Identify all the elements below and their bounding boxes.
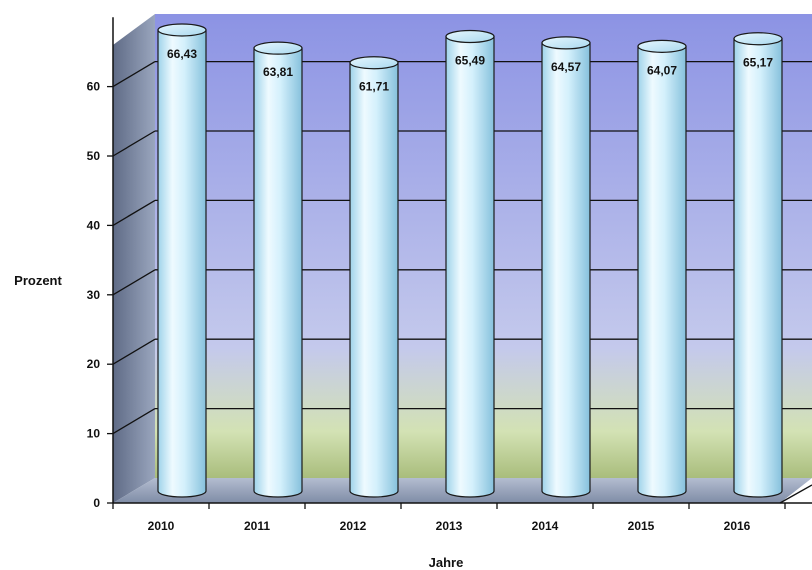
y-tick-label: 50 — [87, 149, 101, 163]
bar-cap-2016 — [733, 32, 783, 46]
y-tick-label: 20 — [87, 357, 101, 371]
gridline-side — [112, 408, 156, 435]
bar-2015 — [637, 45, 687, 498]
axes: 0 10 20 30 40 50 60 2010 2011 2012 2013 2014 2015 201… — [87, 17, 812, 533]
chart-side-wall — [113, 14, 155, 503]
bar-2010 — [157, 29, 207, 498]
bar-2011 — [253, 47, 303, 498]
y-tick-label: 10 — [87, 427, 101, 441]
bar-2016 — [733, 38, 783, 498]
y-tick-label: 60 — [87, 80, 101, 94]
floor-edge — [779, 484, 812, 504]
x-tick-label-2010: 2010 — [148, 519, 175, 533]
x-tick-label-2016: 2016 — [724, 519, 751, 533]
bar-cap-2012 — [349, 56, 399, 70]
data-label-2012: 61,71 — [359, 80, 389, 94]
bars — [157, 23, 783, 498]
data-label-2015: 64,07 — [647, 63, 677, 77]
gridline-side — [112, 199, 156, 226]
bar-2014 — [541, 42, 591, 498]
x-axis-label: Jahre — [429, 555, 464, 570]
y-tick-label: 0 — [93, 496, 100, 510]
bar-2013 — [445, 35, 495, 498]
bar-2012 — [349, 62, 399, 498]
data-label-2011: 63,81 — [263, 65, 293, 79]
x-tick-label-2014: 2014 — [532, 519, 559, 533]
gridline-side — [112, 269, 156, 296]
bar-cap-2014 — [541, 36, 591, 50]
gridline-side — [112, 130, 156, 157]
data-labels: 66,43 63,81 61,71 65,49 64,57 64,07 65,17 — [167, 47, 773, 94]
bar-cap-2011 — [253, 41, 303, 55]
y-tick-label: 30 — [87, 288, 101, 302]
x-tick-label-2013: 2013 — [436, 519, 463, 533]
gridline-side — [112, 338, 156, 365]
data-label-2014: 64,57 — [551, 60, 581, 74]
bar-cap-2015 — [637, 39, 687, 53]
x-tick-label-2012: 2012 — [340, 519, 367, 533]
data-label-2010: 66,43 — [167, 47, 197, 61]
y-axis-label: Prozent — [14, 273, 62, 288]
x-tick-label-2015: 2015 — [628, 519, 655, 533]
y-tick-label: 40 — [87, 218, 101, 232]
x-tick-label-2011: 2011 — [244, 519, 270, 533]
bar-cap-2010 — [157, 23, 207, 37]
data-label-2013: 65,49 — [455, 53, 485, 67]
bar-cap-2013 — [445, 29, 495, 44]
gridline-side — [112, 61, 156, 88]
data-label-2016: 65,17 — [743, 56, 773, 70]
